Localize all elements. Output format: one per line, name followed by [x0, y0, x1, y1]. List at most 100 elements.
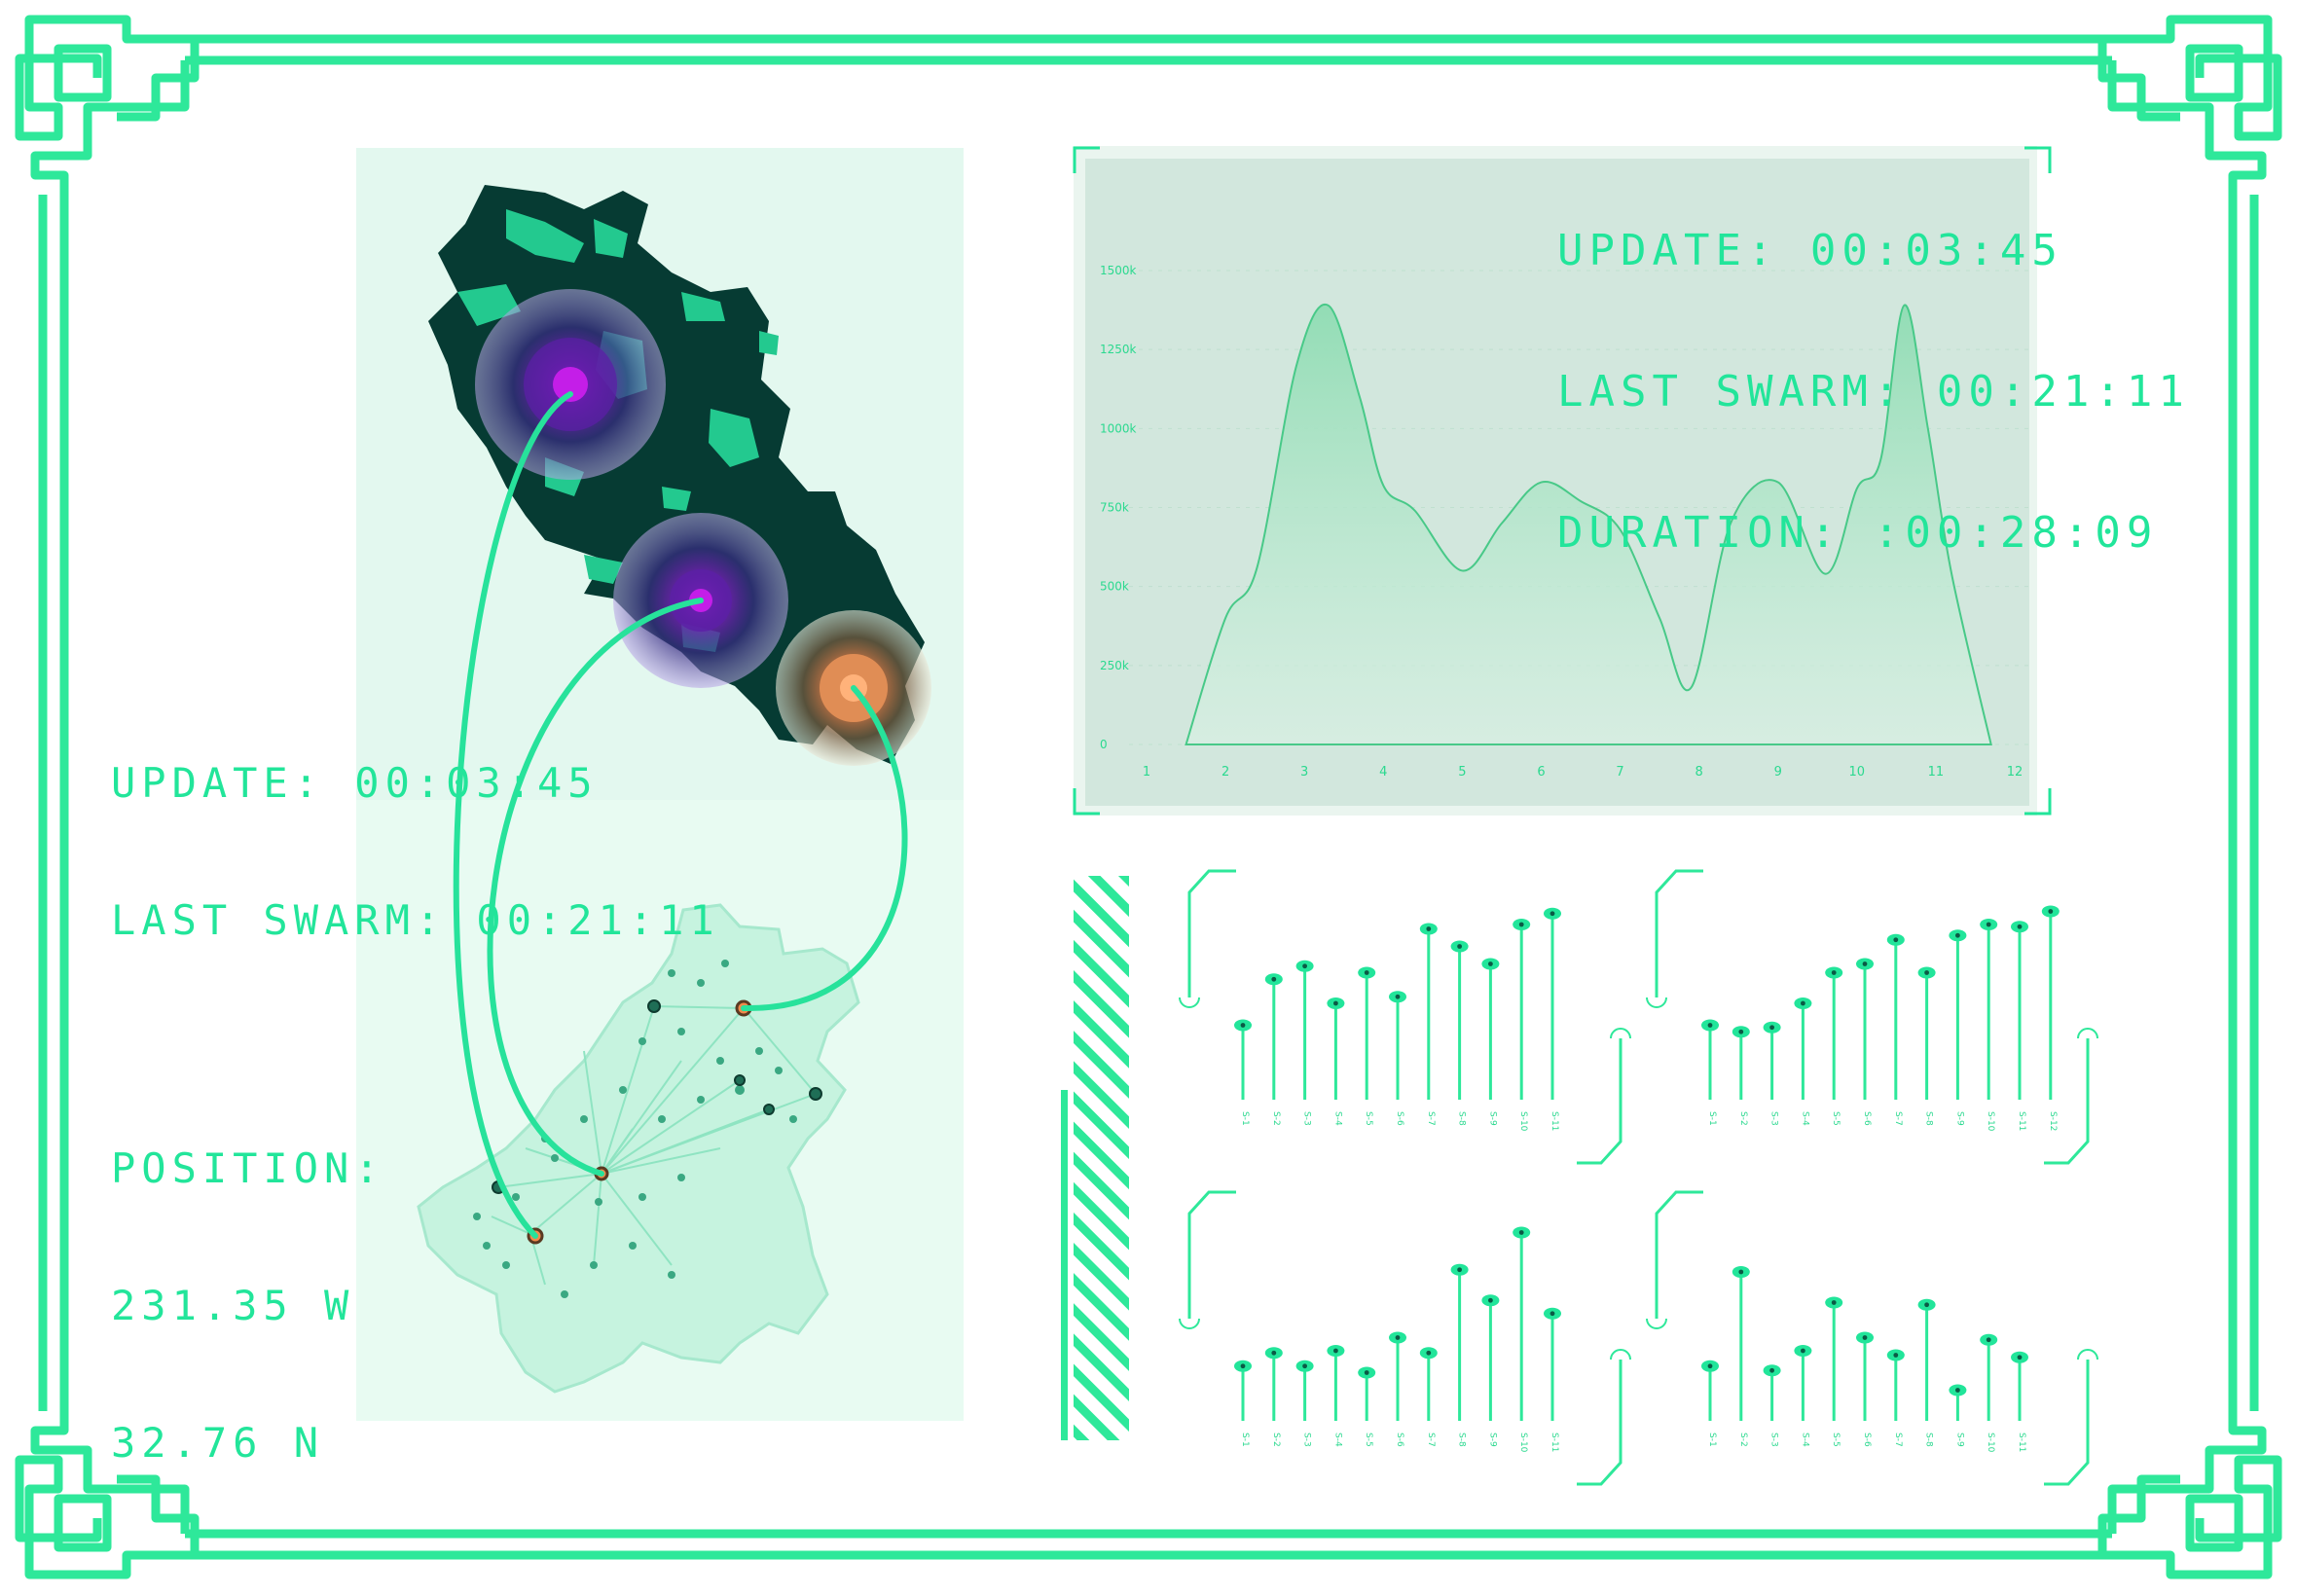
lollipop-label: S-6 — [1862, 1433, 1872, 1447]
lollipop-head-core — [1488, 1297, 1493, 1303]
lollipop-head-core — [2017, 924, 2023, 929]
lollipop-head-core — [1333, 1348, 1338, 1354]
bracket-left — [1187, 1190, 1236, 1319]
lollipop-label: S-4 — [1800, 1111, 1809, 1126]
lollipop-head-core — [1831, 970, 1837, 975]
lollipop-head-core — [1893, 1353, 1899, 1358]
bracket-right-cap — [1610, 1349, 1631, 1360]
lollipop-label: S-5 — [1364, 1111, 1373, 1126]
x-tick-label: 2 — [1221, 765, 1229, 780]
lollipop-label: S-8 — [1457, 1433, 1467, 1447]
position-latitude: 32.76 N — [111, 1419, 325, 1467]
lollipop-head-core — [1955, 932, 1960, 938]
lollipop-label: S-4 — [1800, 1433, 1809, 1447]
lollipop-label: S-2 — [1738, 1433, 1748, 1447]
lollipop-label: S-9 — [1487, 1111, 1497, 1126]
lollipop-label: S-8 — [1457, 1111, 1467, 1126]
lollipop-head-core — [1426, 926, 1432, 931]
lollipop-label: S-10 — [1986, 1433, 1995, 1453]
bracket-right — [1577, 1038, 1622, 1165]
lollipop-label: S-4 — [1332, 1111, 1342, 1126]
lollipop-head-core — [1955, 1388, 1960, 1393]
left-update-text: UPDATE: 00:03:45 — [111, 759, 599, 807]
x-tick-label: 3 — [1300, 765, 1308, 780]
lollipop-label: S-7 — [1893, 1433, 1903, 1447]
lollipop-head-core — [1302, 1363, 1307, 1369]
bracket-right-cap — [1610, 1028, 1631, 1039]
lollipop-head-core — [1271, 976, 1277, 982]
bracket-left — [1655, 1190, 1703, 1319]
lollipop-label: S-5 — [1831, 1433, 1841, 1447]
arc-purple-large-to-south — [453, 391, 573, 1239]
lollipop-head-core — [1893, 937, 1899, 943]
arc-purple-small-to-center — [487, 598, 704, 1177]
lollipop-head-core — [1924, 1302, 1929, 1308]
y-tick-label: 250k — [1100, 659, 1129, 672]
lollipop-head-core — [1831, 1300, 1837, 1305]
lollipop-head-core — [1518, 1230, 1524, 1235]
lollipop-label: S-11 — [1550, 1111, 1559, 1131]
lollipop-label: S-9 — [1954, 1111, 1964, 1126]
bracket-left — [1187, 869, 1236, 998]
lollipop-label: S-7 — [1426, 1111, 1436, 1126]
x-tick-label: 9 — [1774, 765, 1782, 780]
lollipop-label: S-4 — [1332, 1433, 1342, 1447]
lollipop-head-core — [1862, 1335, 1868, 1340]
x-tick-label: 7 — [1616, 765, 1623, 780]
x-tick-label: 4 — [1379, 765, 1387, 780]
lollipop-label: S-1 — [1240, 1433, 1250, 1447]
lollipop-label: S-5 — [1831, 1111, 1841, 1126]
lollipop-label: S-6 — [1395, 1111, 1404, 1126]
lollipop-chart-top-left: S-1 S-2 S-3 S-4 S-5 S-6 S-7 S-8 S-9 S-10 S-11 — [1179, 869, 1631, 1165]
lollipop-chart-bottom-left: S-1 S-2 S-3 S-4 S-5 S-6 S-7 S-8 S-9 S-10 S-11 — [1179, 1190, 1631, 1486]
lollipop-head-core — [1707, 1023, 1713, 1028]
y-tick-label: 500k — [1100, 580, 1129, 594]
lollipop-head-core — [1801, 1000, 1805, 1006]
lollipop-head-core — [2017, 1355, 2023, 1360]
lollipop-head-core — [1924, 970, 1929, 975]
bracket-right-cap — [2077, 1349, 2098, 1360]
left-readout: UPDATE: 00:03:45 LAST SWARM: 00:21:11 PO… — [111, 681, 720, 1519]
heat-spot-purple-large — [475, 289, 666, 480]
x-tick-label: 11 — [1928, 765, 1945, 780]
lollipop-head-core — [1271, 1350, 1277, 1356]
chart-duration-text: DURATION: :00:28:09 — [1557, 508, 2159, 558]
lollipop-head-core — [1769, 1025, 1774, 1031]
x-tick-label: 10 — [1849, 765, 1866, 780]
lollipop-label: S-3 — [1769, 1433, 1779, 1447]
lollipop-label: S-2 — [1738, 1111, 1748, 1126]
lollipop-head-core — [1364, 970, 1369, 975]
lollipop-label: S-9 — [1487, 1433, 1497, 1447]
y-tick-label: 1500k — [1100, 264, 1137, 277]
lollipop-label: S-10 — [1518, 1433, 1528, 1453]
lollipop-label: S-2 — [1271, 1433, 1281, 1447]
lollipop-head-core — [1426, 1350, 1432, 1356]
lollipop-head-core — [2048, 909, 2054, 914]
lollipop-head-core — [1395, 994, 1401, 999]
position-label: POSITION: — [111, 1144, 385, 1192]
lollipop-head-core — [1550, 911, 1555, 917]
lollipop-head-core — [1550, 1311, 1555, 1317]
bracket-left-cap — [1179, 1318, 1200, 1329]
lollipop-label: S-6 — [1395, 1433, 1404, 1447]
lollipop-head-core — [1986, 1337, 1991, 1343]
lollipop-head-core — [1457, 944, 1462, 949]
x-tick-label: 5 — [1458, 765, 1466, 780]
lollipop-label: S-10 — [1518, 1111, 1528, 1132]
lollipop-label: S-8 — [1924, 1111, 1934, 1126]
y-tick-label: 1250k — [1100, 343, 1137, 356]
lollipop-label: S-7 — [1893, 1111, 1903, 1126]
left-last-swarm-text: LAST SWARM: 00:21:11 — [111, 896, 720, 944]
lollipop-label: S-3 — [1302, 1111, 1312, 1126]
x-tick-label: 1 — [1143, 765, 1150, 780]
y-tick-label: 1000k — [1100, 421, 1137, 435]
lollipop-label: S-6 — [1862, 1111, 1872, 1126]
chart-update-text: UPDATE: 00:03:45 — [1557, 226, 2063, 275]
lollipop-head-core — [1986, 922, 1991, 927]
x-tick-label: 8 — [1695, 765, 1702, 780]
lollipop-label: S-1 — [1707, 1111, 1717, 1126]
lollipop-label: S-5 — [1364, 1433, 1373, 1447]
